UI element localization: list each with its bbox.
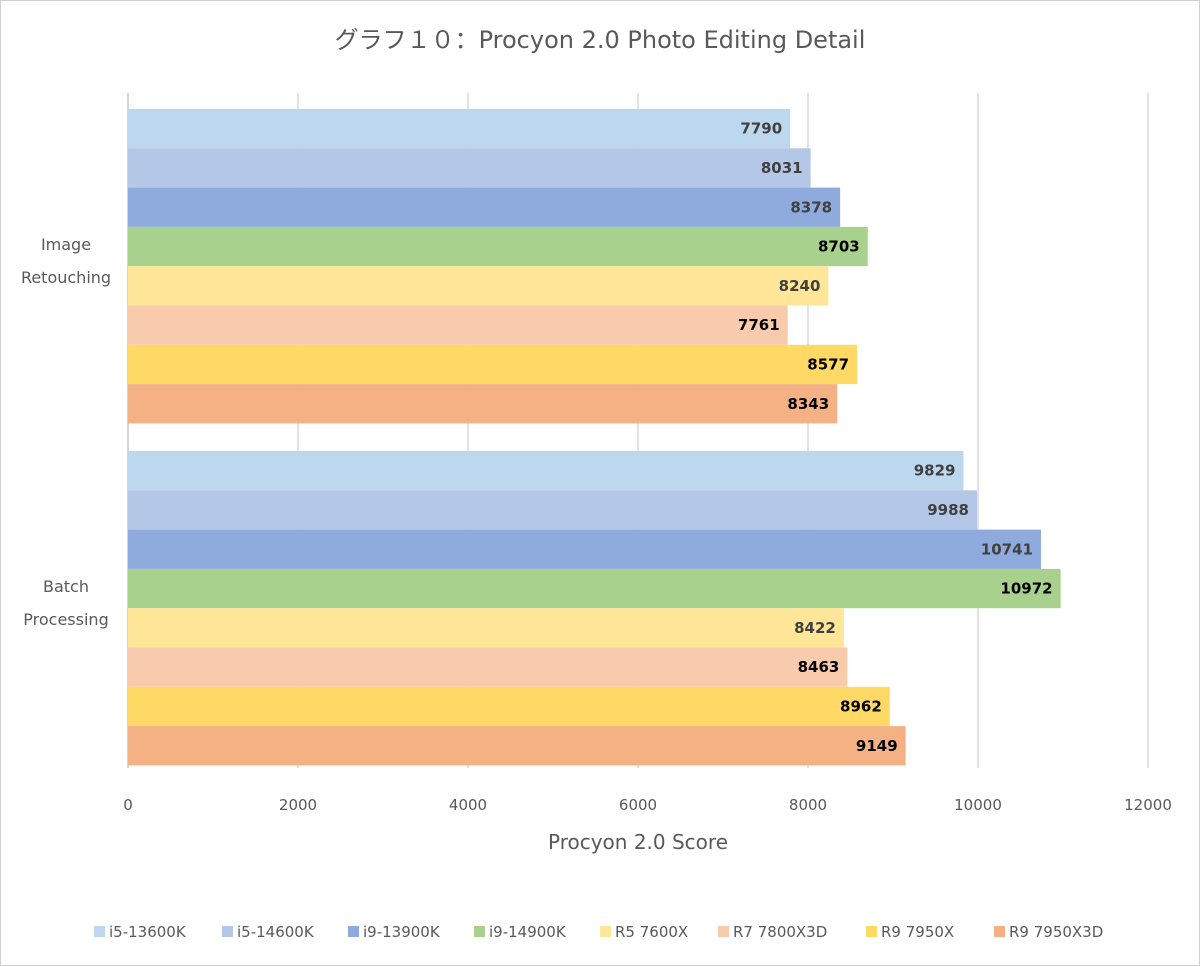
data-label: 8031 — [761, 159, 803, 177]
legend-swatch — [994, 926, 1005, 937]
x-tick-label: 6000 — [619, 796, 657, 814]
data-label: 8962 — [840, 697, 882, 715]
legend-swatch — [718, 926, 729, 937]
legend-swatch — [474, 926, 485, 937]
data-label: 8422 — [794, 619, 836, 637]
bar-i5-13600K-1 — [128, 451, 964, 491]
legend-swatch — [94, 926, 105, 937]
bar-i9-14900K-1 — [128, 568, 1061, 609]
bar-i5-14600K-1 — [128, 490, 977, 530]
legend-label: R9 7950X3D — [1009, 923, 1103, 941]
legend-label: R9 7950X — [881, 923, 954, 941]
bar-R5 7600X-1 — [128, 608, 844, 648]
x-axis-title: Procyon 2.0 Score — [548, 830, 728, 854]
bar-R7 7800X3D-0 — [128, 305, 788, 345]
bar-i5-14600K-0 — [128, 148, 811, 188]
category-label: Image — [41, 235, 91, 254]
x-tick-label: 0 — [123, 796, 133, 814]
data-label: 8240 — [779, 277, 821, 295]
legend-swatch — [348, 926, 359, 937]
data-label: 8703 — [818, 238, 860, 256]
data-label: 7790 — [740, 120, 782, 138]
x-tick-label: 10000 — [954, 796, 1002, 814]
bar-i9-14900K-0 — [128, 226, 868, 267]
legend-label: i9-14900K — [489, 923, 567, 941]
legend-swatch — [222, 926, 233, 937]
legend-label: i5-14600K — [237, 923, 315, 941]
data-label: 9829 — [914, 462, 956, 480]
category-label: Retouching — [21, 268, 111, 287]
data-label: 8343 — [787, 395, 829, 413]
legend-label: i5-13600K — [109, 923, 187, 941]
legend-label: i9-13900K — [363, 923, 441, 941]
chart-title: グラフ１０：Procyon 2.0 Photo Editing Detail — [334, 26, 866, 54]
bar-i9-13900K-1 — [128, 529, 1041, 569]
legend-swatch — [600, 926, 611, 937]
data-label: 10741 — [981, 540, 1033, 558]
legend-label: R7 7800X3D — [733, 923, 827, 941]
legend-swatch — [866, 926, 877, 937]
x-tick-label: 4000 — [449, 796, 487, 814]
bar-R9 7950X-1 — [128, 686, 890, 727]
data-label: 8378 — [790, 198, 832, 216]
x-tick-label: 8000 — [789, 796, 827, 814]
bar-i5-13600K-0 — [128, 109, 791, 149]
category-label: Batch — [43, 577, 89, 596]
data-label: 9988 — [927, 501, 969, 519]
data-label: 9149 — [856, 737, 898, 755]
category-label: Processing — [23, 610, 108, 629]
bar-R7 7800X3D-1 — [128, 647, 848, 687]
legend-label: R5 7600X — [615, 923, 688, 941]
x-tick-label: 12000 — [1124, 796, 1172, 814]
bar-i9-13900K-0 — [128, 187, 841, 227]
bar-R9 7950X3D-1 — [128, 726, 906, 766]
data-label: 8463 — [798, 658, 840, 676]
bar-R9 7950X3D-0 — [128, 384, 838, 424]
bar-R9 7950X-0 — [128, 344, 858, 385]
data-label: 7761 — [738, 316, 780, 334]
x-tick-label: 2000 — [279, 796, 317, 814]
data-label: 10972 — [1000, 580, 1052, 598]
bar-R5 7600X-0 — [128, 266, 829, 306]
data-label: 8577 — [807, 355, 849, 373]
